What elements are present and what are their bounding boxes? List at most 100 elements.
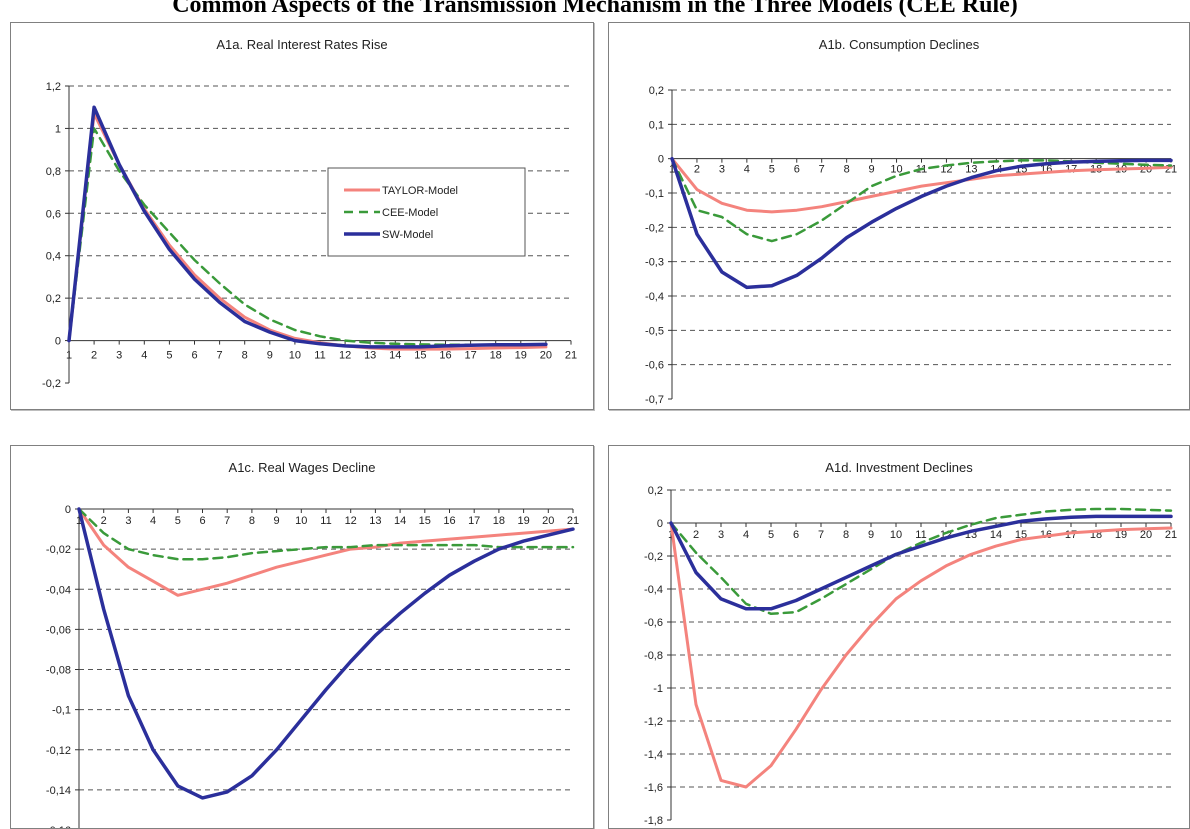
- y-tick-label: -0,06: [46, 624, 71, 636]
- y-tick-label: 1,2: [46, 81, 61, 93]
- chart-a1d: 0,2 0 -0,2 -0,4 -0,6 -0,8 -1 -1,2 -1,4 -1,6 -1,8 1 2…: [644, 485, 1177, 827]
- y-tick-label: -0,2: [644, 551, 663, 563]
- series-line-taylor-model: [669, 521, 1173, 789]
- x-tick-label: 1: [668, 529, 674, 541]
- x-tick-label: 19: [517, 515, 529, 527]
- x-tick-label: 2: [91, 350, 97, 362]
- y-tick-label: -0,1: [645, 188, 664, 200]
- chart-title: A1b. Consumption Declines: [818, 37, 980, 52]
- x-tick-label: 7: [217, 350, 223, 362]
- x-tick-label: 1: [66, 350, 72, 362]
- x-tick-label: 12: [339, 350, 351, 362]
- y-tick-label: -0,8: [644, 650, 663, 662]
- series-line-taylor-model: [670, 157, 1173, 214]
- x-tick-label: 9: [868, 529, 874, 541]
- x-tick-label: 5: [768, 529, 774, 541]
- x-tick-label: 11: [320, 515, 331, 527]
- y-tick-label: -1,6: [644, 782, 663, 794]
- chart-a1c: 0 -0,02 -0,04 -0,06 -0,08 -0,1 -0,12 -0,14 -0,16…: [46, 504, 579, 829]
- x-tick-label: 13: [965, 164, 977, 176]
- y-tick-label: 0,8: [46, 166, 61, 178]
- chart-panel-a1c: A1c. Real Wages Decline 0 -0,02 -0,04 -0,06…: [10, 445, 594, 829]
- x-tick-label: 18: [493, 515, 505, 527]
- chart-title: A1c. Real Wages Decline: [228, 460, 376, 475]
- x-tick-label: 13: [364, 350, 376, 362]
- x-tick-label: 4: [150, 515, 156, 527]
- x-tick-label: 6: [199, 515, 205, 527]
- y-tick-label: -1,2: [644, 716, 663, 728]
- x-tick-label: 6: [191, 350, 197, 362]
- x-tick-label: 15: [414, 350, 426, 362]
- x-tick-label: 1: [669, 164, 675, 176]
- x-tick-label: 3: [718, 529, 724, 541]
- y-tick-label: -0,04: [46, 584, 71, 596]
- x-tick-label: 16: [439, 350, 451, 362]
- x-tick-label: 9: [869, 164, 875, 176]
- y-tick-label: 0,6: [46, 208, 61, 220]
- x-tick-label: 10: [289, 350, 301, 362]
- y-tick-label: -0,6: [644, 617, 663, 629]
- y-tick-label: -0,2: [42, 378, 61, 390]
- y-tick-label: -1: [653, 683, 663, 695]
- chart-panel-a1d: A1d. Investment Declines 0,2 0 -0,2 -0,4 -0,…: [608, 445, 1190, 829]
- x-tick-label: 19: [515, 350, 527, 362]
- y-tick-label: -0,12: [46, 745, 71, 757]
- x-tick-label: 4: [744, 164, 750, 176]
- y-tick-label: 0,1: [649, 119, 664, 131]
- chart-title: A1d. Investment Declines: [825, 460, 973, 475]
- chart-panel-a1a: A1a. Real Interest Rates Rise 1,2 1 0,8 0,6…: [10, 22, 594, 410]
- y-tick-label: 0,2: [649, 85, 664, 97]
- y-tick-label: -0,16: [46, 825, 71, 829]
- chart-a1a: 1,210,80,60,40,20-0,21 2 3 4 5 6 7 8 9 10 11 12 13 14…: [42, 81, 577, 390]
- y-tick-label: -0,7: [645, 394, 664, 406]
- x-tick-label: 10: [890, 529, 902, 541]
- x-tick-label: 10: [890, 164, 902, 176]
- legend-label: CEE-Model: [382, 207, 438, 219]
- y-tick-label: -1,8: [644, 815, 663, 827]
- legend-label: TAYLOR-Model: [382, 185, 458, 197]
- y-tick-label: 0,2: [46, 293, 61, 305]
- x-tick-label: 20: [1140, 529, 1152, 541]
- x-tick-label: 21: [567, 515, 579, 527]
- x-tick-label: 4: [743, 529, 749, 541]
- x-tick-label: 3: [125, 515, 131, 527]
- chart-panel-a1b: A1b. Consumption Declines 0,2 0,1 0 -0,1 -0,…: [608, 22, 1190, 410]
- x-tick-label: 11: [314, 350, 325, 362]
- x-tick-label: 8: [843, 529, 849, 541]
- y-tick-label: 0: [65, 504, 71, 516]
- x-tick-label: 10: [295, 515, 307, 527]
- y-tick-label: 0: [658, 154, 664, 166]
- x-tick-label: 4: [141, 350, 147, 362]
- x-tick-label: 1: [76, 515, 82, 527]
- series-line-taylor-model: [77, 507, 575, 597]
- x-tick-label: 9: [274, 515, 280, 527]
- x-tick-label: 3: [719, 164, 725, 176]
- x-tick-label: 5: [175, 515, 181, 527]
- y-tick-label: -0,08: [46, 665, 71, 677]
- x-tick-label: 17: [468, 515, 480, 527]
- x-tick-label: 3: [116, 350, 122, 362]
- x-tick-label: 8: [249, 515, 255, 527]
- x-tick-label: 7: [818, 529, 824, 541]
- x-tick-label: 17: [1065, 529, 1077, 541]
- chart-a1b: 0,2 0,1 0 -0,1 -0,2 -0,3 -0,4 -0,5 -0,6 -0,7 1 2 3 4 5…: [645, 85, 1177, 406]
- series-line-sw-model: [669, 514, 1173, 611]
- y-tick-label: -0,3: [645, 257, 664, 269]
- series-line-sw-model: [670, 156, 1173, 290]
- x-tick-label: 8: [242, 350, 248, 362]
- y-tick-label: -1,4: [644, 749, 663, 761]
- x-tick-label: 9: [267, 350, 273, 362]
- y-tick-label: 0,2: [648, 485, 663, 497]
- legend-label: SW-Model: [382, 229, 433, 241]
- x-tick-label: 2: [693, 529, 699, 541]
- x-tick-label: 17: [464, 350, 476, 362]
- x-tick-label: 2: [694, 164, 700, 176]
- x-tick-label: 14: [389, 350, 401, 362]
- x-tick-label: 18: [490, 350, 502, 362]
- x-tick-label: 15: [419, 515, 431, 527]
- y-tick-label: 0: [657, 518, 663, 530]
- x-tick-label: 7: [224, 515, 230, 527]
- x-tick-label: 12: [345, 515, 357, 527]
- x-tick-label: 20: [540, 350, 552, 362]
- y-tick-label: -0,4: [645, 291, 664, 303]
